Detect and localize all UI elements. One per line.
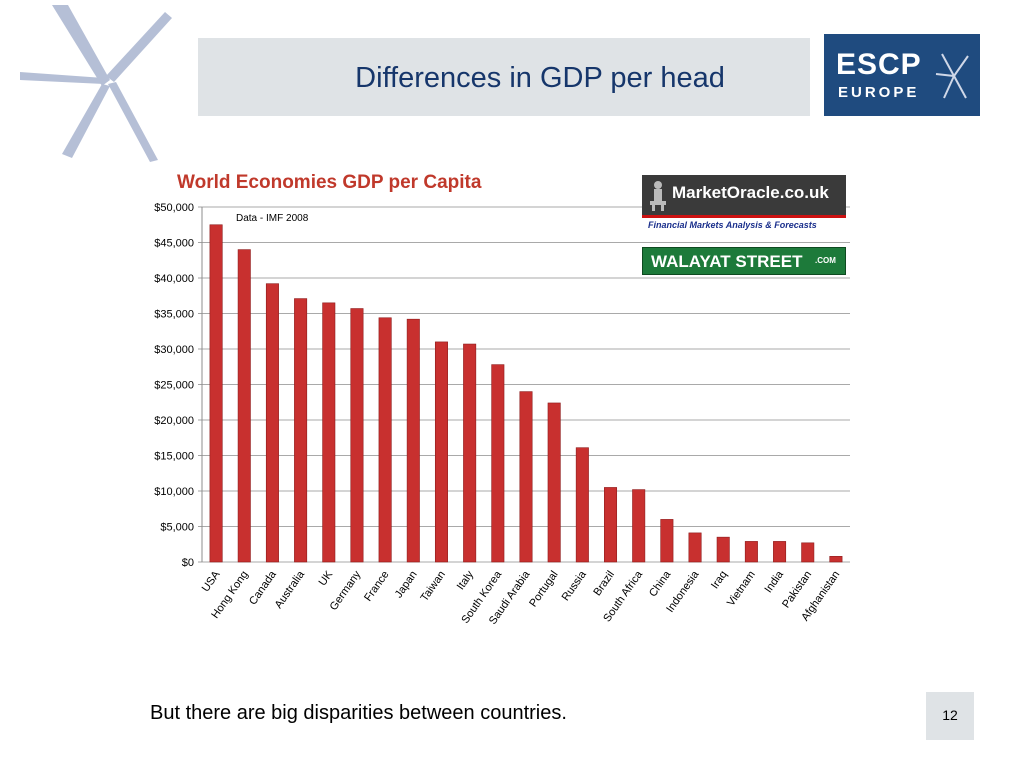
bar-germany (350, 308, 364, 563)
bar-south-korea (491, 364, 505, 563)
chart-title: World Economies GDP per Capita (177, 172, 482, 193)
y-tick-label: $50,000 (154, 202, 194, 214)
bar-south-africa (632, 489, 646, 563)
y-tick-label: $0 (182, 557, 194, 569)
bar-canada (265, 283, 279, 563)
page-number: 12 (942, 707, 958, 723)
y-tick-label: $25,000 (154, 380, 194, 392)
x-tick-label: Russia (560, 568, 590, 603)
logo-text-escp: ESCP (836, 48, 922, 81)
bar-brazil (604, 487, 618, 563)
bar-saudi-arabia (519, 391, 533, 563)
bar-russia (575, 447, 589, 563)
chart-annotation: Data - IMF 2008 (236, 213, 309, 224)
bar-usa (209, 224, 223, 563)
x-tick-label: France (362, 569, 391, 604)
x-tick-label: China (647, 568, 674, 599)
x-tick-label: Italy (455, 568, 477, 592)
gdp-bar-chart: World Economies GDP per Capita Data - IM… (154, 172, 850, 627)
x-tick-label: Iraq (709, 569, 730, 591)
market-oracle-tagline: Financial Markets Analysis & Forecasts (648, 220, 817, 230)
escp-europe-logo: ESCP EUROPE (824, 34, 980, 116)
reading-figure-icon (650, 181, 666, 211)
y-tick-label: $20,000 (154, 415, 194, 427)
x-tick-label: USA (200, 568, 223, 594)
bar-iraq (716, 536, 730, 563)
bar-indonesia (688, 532, 702, 563)
x-tick-label: Portugal (527, 569, 560, 609)
decorative-star-icon (20, 5, 172, 162)
y-tick-label: $30,000 (154, 344, 194, 356)
bar-hong-kong (237, 249, 251, 563)
y-tick-label: $10,000 (154, 486, 194, 498)
walayat-street-name: WALAYAT STREET (651, 252, 803, 271)
bar-india (773, 541, 787, 563)
x-tick-label: Japan (393, 569, 420, 600)
bar-china (660, 519, 674, 563)
walayat-street-suffix: .COM (815, 256, 836, 265)
logo-star-icon (935, 53, 969, 99)
bar-afghanistan (829, 556, 843, 563)
y-tick-label: $5,000 (160, 522, 194, 534)
bar-vietnam (744, 541, 758, 563)
bar-japan (406, 318, 420, 563)
bar-australia (294, 298, 308, 563)
market-oracle-name: MarketOracle.co.uk (672, 183, 829, 202)
title-band (198, 38, 810, 116)
x-tick-label: India (763, 568, 787, 595)
walayat-street-badge: WALAYAT STREET .COM (642, 247, 846, 275)
slide-title: Differences in GDP per head (355, 62, 725, 94)
bar-uk (322, 302, 336, 563)
bar-italy (463, 343, 477, 563)
slide-caption: But there are big disparities between co… (150, 702, 567, 724)
x-tick-label: Australia (273, 568, 308, 611)
x-tick-label: Vietnam (725, 569, 758, 609)
bar-pakistan (801, 542, 815, 563)
market-oracle-badge: MarketOracle.co.uk Financial Markets Ana… (642, 175, 846, 233)
page-number-box: 12 (926, 692, 974, 740)
y-tick-label: $35,000 (154, 309, 194, 321)
x-tick-label: Brazil (591, 569, 617, 598)
bar-taiwan (434, 341, 448, 563)
logo-text-europe: EUROPE (838, 84, 920, 101)
y-tick-label: $15,000 (154, 451, 194, 463)
bar-portugal (547, 402, 561, 563)
bar-france (378, 317, 392, 563)
y-tick-label: $40,000 (154, 273, 194, 285)
x-tick-label: Taiwan (418, 569, 447, 604)
x-tick-label: UK (317, 568, 336, 588)
y-tick-label: $45,000 (154, 238, 194, 250)
